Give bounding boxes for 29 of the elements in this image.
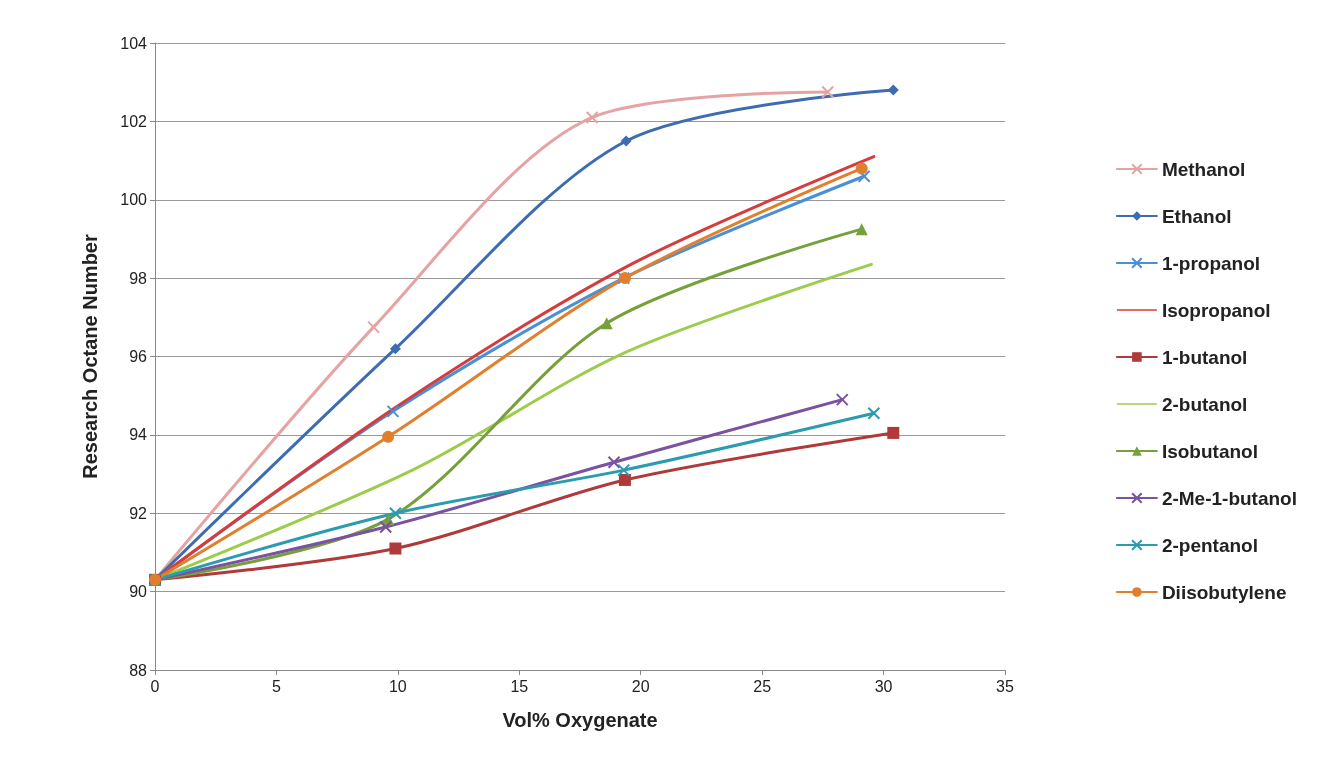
y-tick-label: 104 — [120, 34, 148, 52]
x-tick-label: 15 — [510, 677, 529, 695]
legend-label: Ethanol — [1161, 205, 1232, 227]
legend-label: 2-pentanol — [1161, 534, 1258, 556]
legend-label: Isobutanol — [1161, 440, 1258, 462]
x-tick-label: 20 — [631, 677, 650, 695]
x-axis-title: Vol% Oxygenate — [502, 709, 658, 731]
y-tick-label: 90 — [129, 583, 148, 601]
y-tick-label: 94 — [129, 426, 148, 444]
x-tick-label: 10 — [388, 677, 407, 695]
legend-label: 2-Me-1-butanol — [1161, 487, 1297, 509]
y-tick-label: 102 — [120, 112, 148, 130]
y-tick-label: 100 — [120, 191, 148, 209]
y-tick-label: 92 — [129, 504, 148, 522]
y-tick-label: 98 — [129, 269, 148, 287]
legend-label: Diisobutylene — [1161, 581, 1287, 603]
y-axis-title: Research Octane Number — [79, 234, 101, 479]
x-tick-label: 35 — [996, 677, 1014, 695]
x-tick-label: 5 — [271, 677, 281, 695]
legend-label: Isopropanol — [1161, 299, 1271, 321]
legend-label: 1-propanol — [1161, 252, 1261, 274]
x-tick-label: 25 — [753, 677, 772, 695]
x-tick-label: 0 — [150, 677, 160, 695]
legend-label: 1-butanol — [1161, 346, 1248, 368]
y-tick-label: 88 — [129, 661, 148, 679]
x-tick-label: 30 — [874, 677, 893, 695]
legend-label: 2-butanol — [1161, 393, 1248, 415]
y-tick-label: 96 — [129, 348, 148, 365]
legend-label: Methanol — [1161, 158, 1246, 180]
